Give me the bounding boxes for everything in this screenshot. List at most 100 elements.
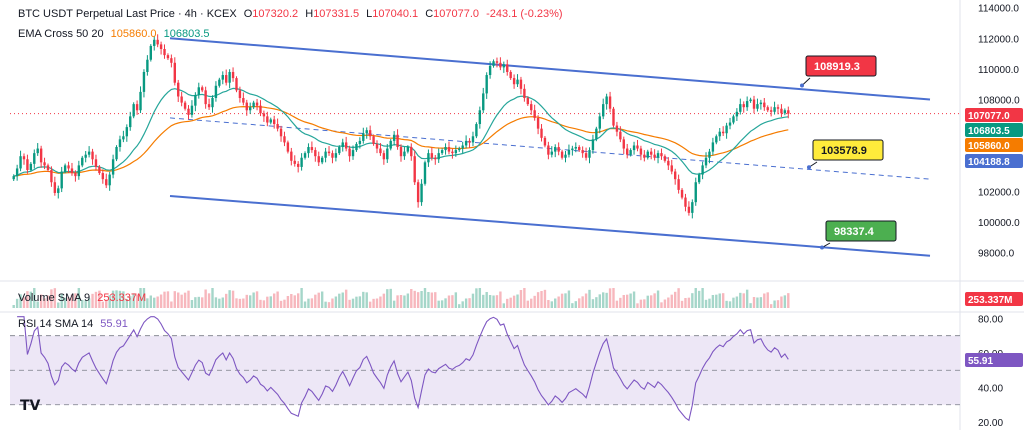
volume-badge [965,292,1023,306]
volume-bar [379,296,382,308]
volume-bar [413,290,416,308]
candle-body [272,119,276,125]
volume-bar [296,293,300,308]
candle-body [711,142,715,152]
candle-body [194,94,197,106]
candle-body [173,62,176,83]
volume-bar [591,299,595,308]
volume-bar [458,304,461,308]
candle-body [231,71,235,79]
volume-bar [454,292,458,308]
candle-body [557,147,560,152]
volume-bar [272,293,276,308]
candle-body [255,102,259,106]
candle-body [98,166,101,174]
candle-body [245,102,248,111]
ema-legend[interactable]: EMA Cross 50 20 105860.0 106803.5 [18,28,214,40]
volume-bar [554,298,557,308]
volume-bar [550,301,554,308]
volume-bar [252,292,255,308]
candle-body [389,140,392,149]
volume-bar [516,294,519,308]
volume-bar [70,294,74,308]
volume-bar [492,295,495,308]
volume-bar [619,297,622,308]
candle-body [320,157,324,163]
candle-body [159,44,163,50]
volume-bar [108,295,111,308]
volume-bar [255,291,259,308]
candle-body [732,116,735,123]
volume-bar [15,298,19,308]
candle-body [680,189,684,198]
volume-bar [39,294,43,308]
volume-bar [543,289,547,308]
price-axis-tick: 98000.0 [978,249,1015,260]
channel-callout [812,139,884,161]
candle-body [461,145,464,149]
volume-bar [564,293,567,308]
volume-bar [139,288,142,308]
candle-body [211,98,214,108]
candle-body [286,142,290,152]
volume-bar [344,289,348,308]
candle-body [358,140,362,144]
candle-body [410,147,413,157]
candle-body [392,134,396,141]
rsi-legend[interactable]: RSI 14 SMA 14 55.91 [18,318,132,330]
volume-bar [595,297,598,308]
candle-body [560,151,564,158]
price-badge [965,108,1023,122]
volume-bar [166,291,170,308]
callout-anchor [820,245,824,250]
volume-bar [149,295,153,308]
volume-bar [238,298,242,308]
price-axis-tick: 108000.0 [978,96,1020,107]
volume-bar [63,297,67,308]
volume-bar [245,294,248,308]
volume-bar [427,292,430,308]
volume-bar [581,296,584,308]
volume-bar [499,291,502,308]
candle-body [15,168,19,177]
volume-bar [475,288,478,308]
volume-bar [375,298,379,308]
volume-bar [639,299,643,308]
symbol-title: BTC USDT Perpetual Last Price · 4h · KCE… [18,8,237,20]
candle-body [434,157,437,160]
candle-body [248,107,252,111]
candle-body [464,140,468,146]
rsi-badge [965,353,1023,368]
candle-body [646,151,649,158]
price-axis-tick: 114000.0 [978,4,1019,15]
volume-bar [33,288,36,308]
candle-body [509,71,512,79]
volume-bar [341,292,344,308]
volume-bar [279,300,283,308]
open-value: 107320.2 [252,8,299,20]
candle-body [574,147,577,149]
candle-body [368,130,372,137]
candle-body [540,128,543,138]
volume-bar [163,291,166,308]
volume-bar [745,289,749,308]
candle-body [146,59,149,72]
tradingview-logo[interactable]: TV [20,398,41,414]
volume-bar [307,298,310,308]
volume-bar [91,293,94,308]
close-label: C [425,8,434,20]
volume-bar [194,297,197,308]
candle-body [677,179,680,190]
candle-body [728,122,732,126]
candle-body [725,125,728,134]
volume-bar [656,290,660,308]
high-label: H [305,8,314,20]
volume-bar [327,302,331,308]
ema-slow-value: 105860.0 [110,28,157,40]
volume-bar [201,297,204,308]
candle-body [437,153,440,160]
volume-legend[interactable]: Volume SMA 9 253.337M [18,292,150,304]
volume-bar [715,294,718,308]
candle-body [132,104,135,117]
